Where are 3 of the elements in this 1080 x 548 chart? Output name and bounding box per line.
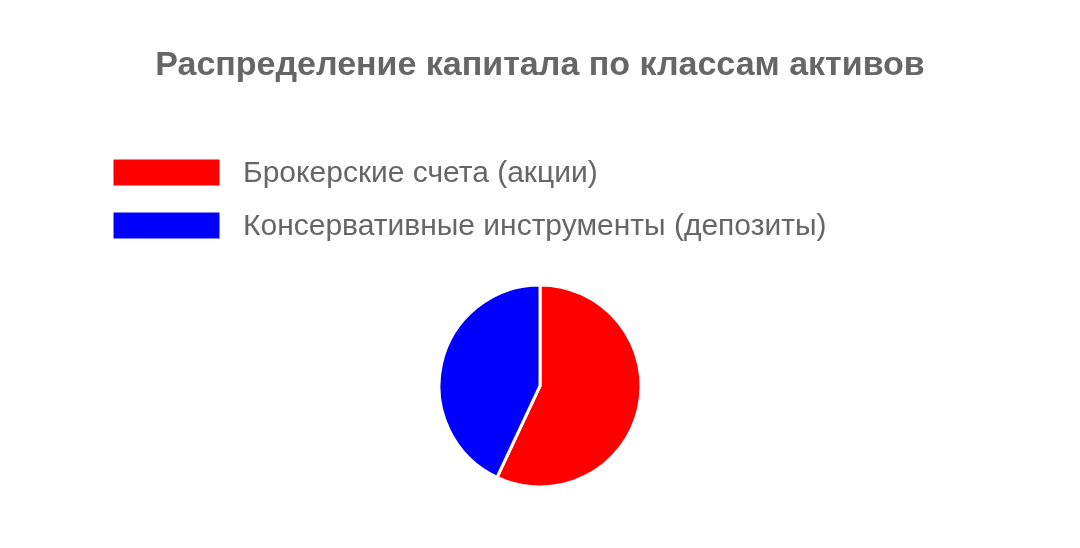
legend-label: Брокерские счета (акции) xyxy=(243,154,598,188)
legend-label: Консервативные инструменты (депозиты) xyxy=(243,207,827,241)
chart-title: Распределение капитала по классам активов xyxy=(155,44,925,82)
